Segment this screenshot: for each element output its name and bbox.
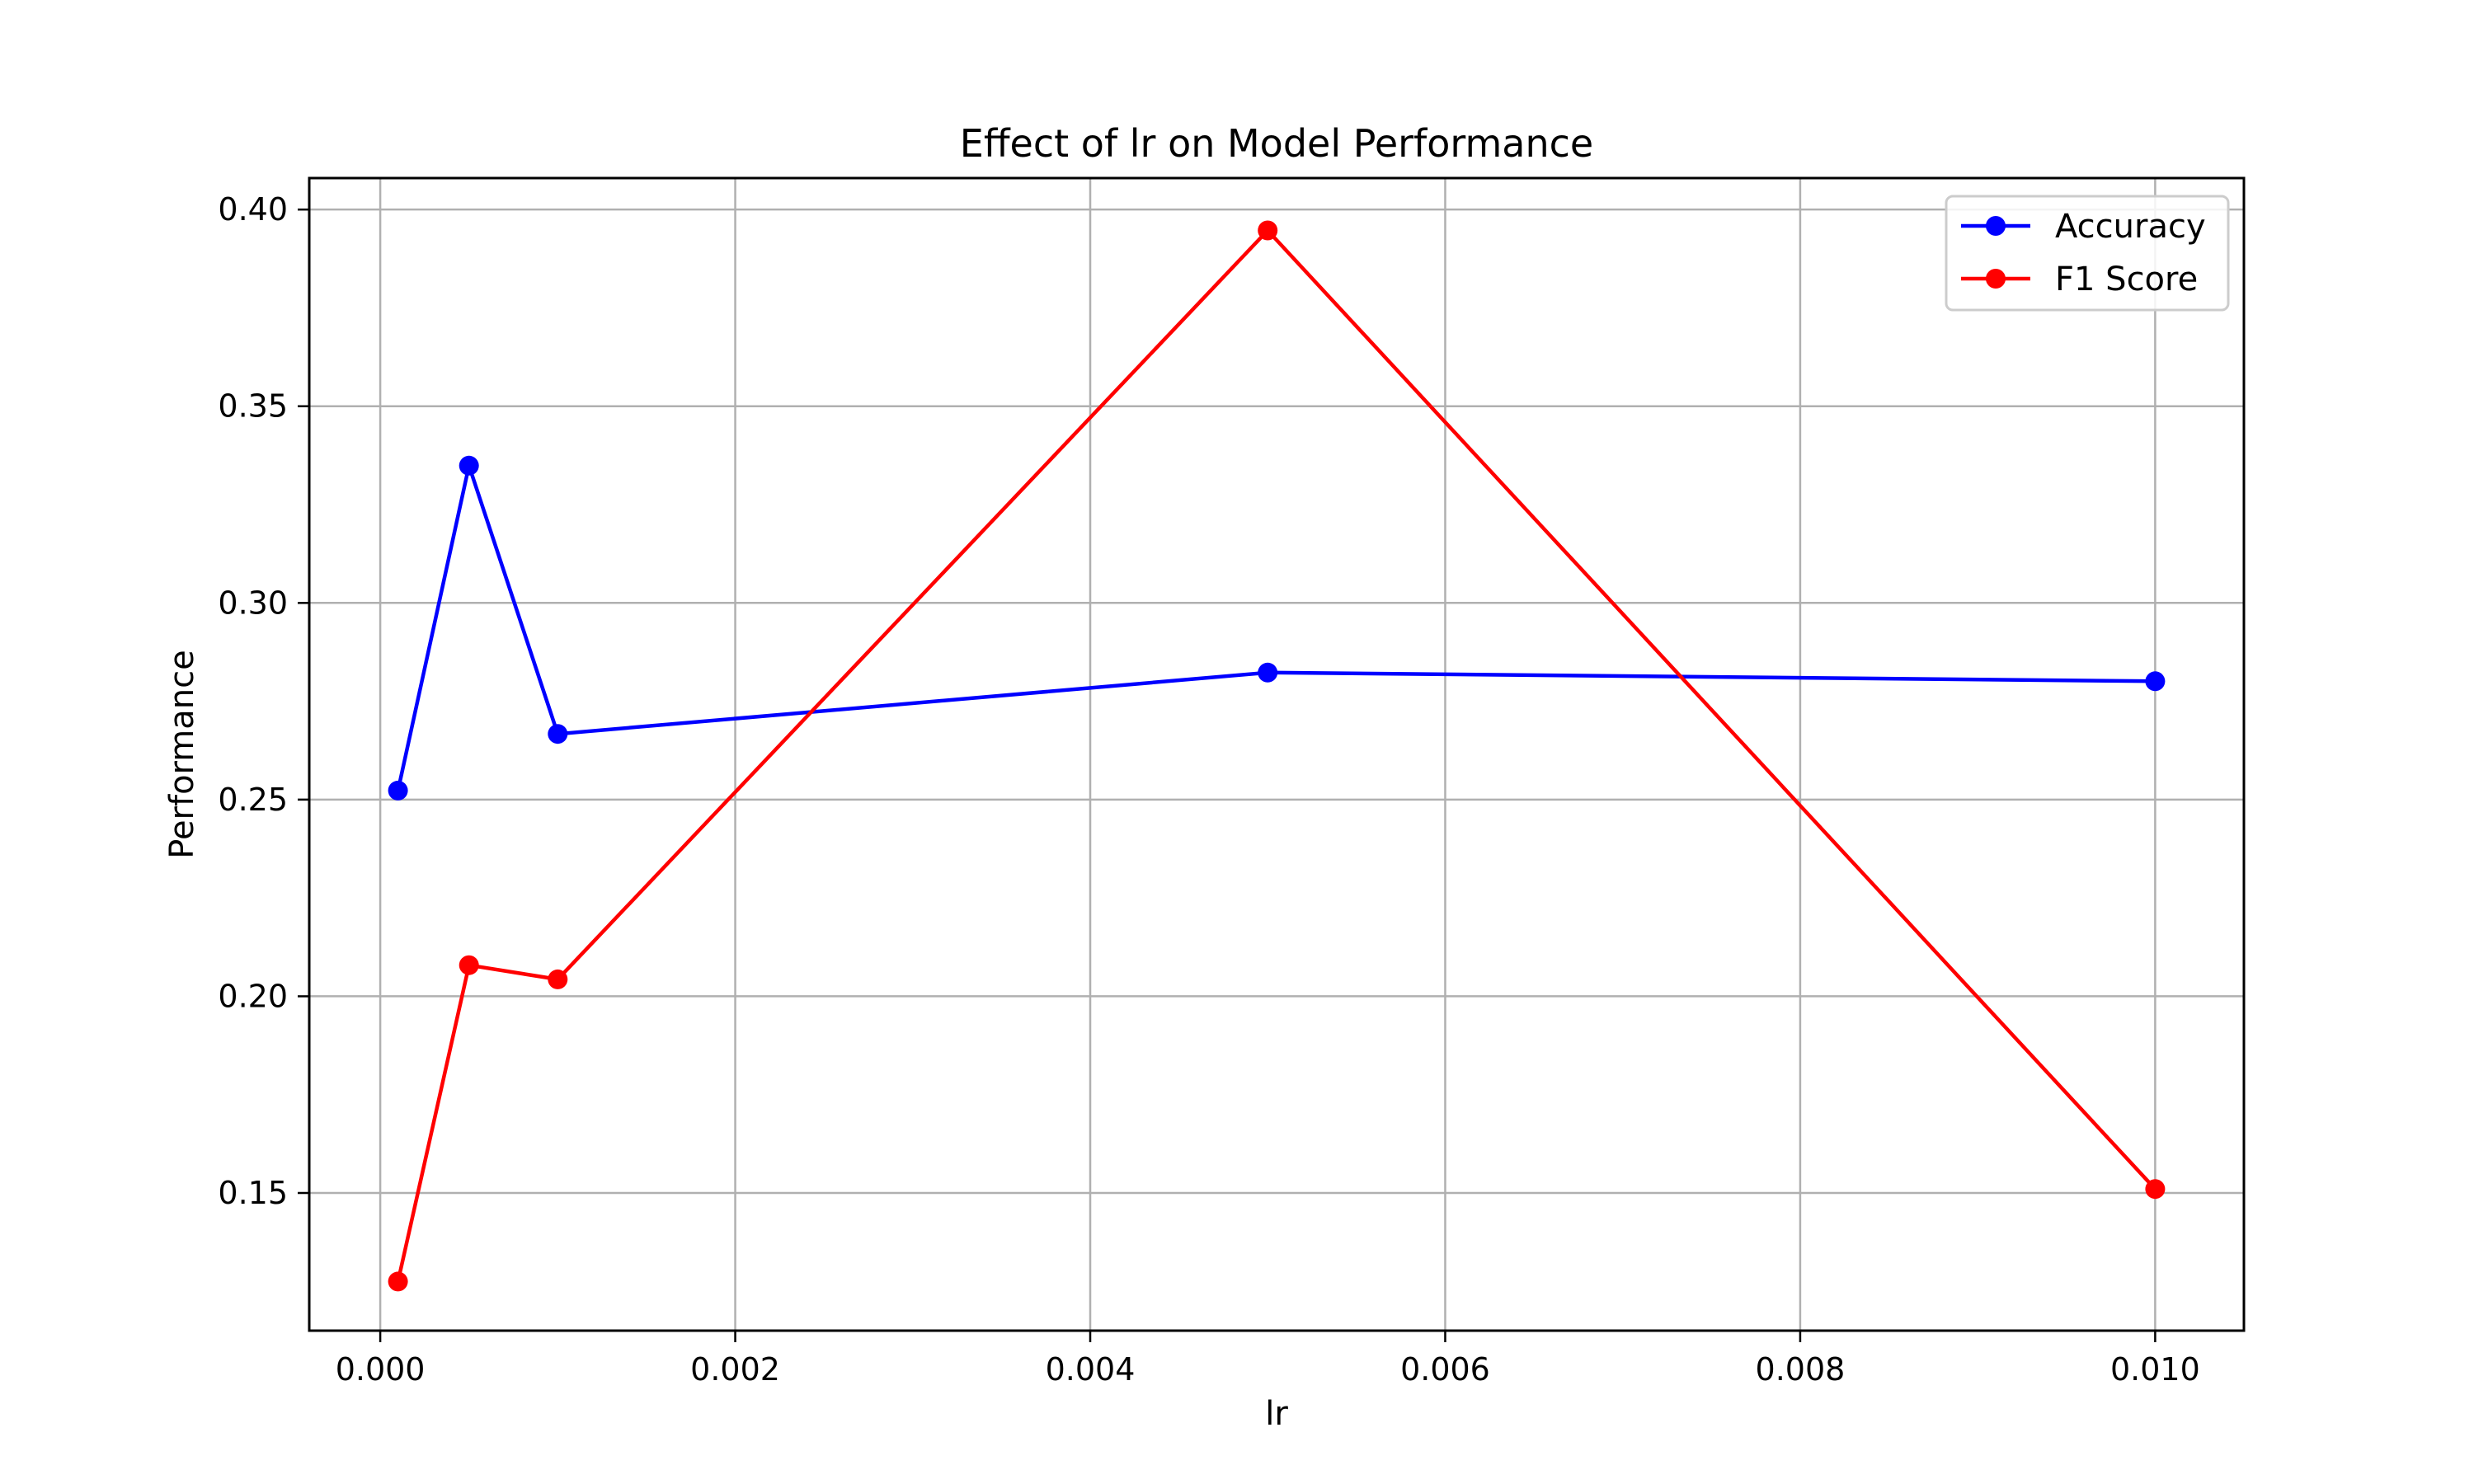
accuracy-data-point <box>388 780 408 801</box>
y-tick-label: 0.20 <box>218 978 288 1014</box>
legend-f1-score-label: F1 Score <box>2055 261 2198 298</box>
y-axis-label: Performance <box>163 650 201 858</box>
plot-frame <box>308 176 2246 1332</box>
x-tick-label: 0.002 <box>690 1351 780 1388</box>
axis-ticks: 0.000 0.002 0.004 0.006 0.008 0.010 0.15 0.20 0.… <box>218 191 2199 1388</box>
x-axis-label: lr <box>1265 1395 1288 1433</box>
legend-f1-score-marker <box>1986 269 2006 289</box>
y-tick-label: 0.30 <box>218 585 288 621</box>
x-tick-label: 0.010 <box>2110 1351 2200 1388</box>
legend-accuracy-label: Accuracy <box>2055 208 2206 246</box>
x-tick-label: 0.006 <box>1400 1351 1490 1388</box>
x-tick-label: 0.004 <box>1046 1351 1136 1388</box>
f1-score-data-point <box>388 1271 408 1292</box>
f1-score-data-point <box>2145 1179 2166 1200</box>
legend: Accuracy F1 Score <box>1945 195 2230 312</box>
y-tick-label: 0.35 <box>218 388 288 425</box>
accuracy-data-point <box>2145 671 2166 692</box>
y-tick-label: 0.40 <box>218 191 288 228</box>
f1-score-data-point <box>459 955 479 975</box>
accuracy-data-point <box>1258 662 1278 683</box>
series-layer <box>388 220 2166 1292</box>
legend-accuracy-marker <box>1986 216 2006 236</box>
accuracy-data-point <box>548 724 568 744</box>
x-tick-label: 0.008 <box>1756 1351 1846 1388</box>
f1-score-data-point <box>548 969 568 989</box>
accuracy-data-point <box>459 455 479 476</box>
x-tick-label: 0.000 <box>336 1351 426 1388</box>
y-tick-label: 0.25 <box>218 782 288 818</box>
f1-score-data-point <box>1258 220 1278 241</box>
y-tick-label: 0.15 <box>218 1175 288 1211</box>
grid-lines <box>309 178 2244 1331</box>
chart-title: Effect of lr on Model Performance <box>960 121 1593 166</box>
